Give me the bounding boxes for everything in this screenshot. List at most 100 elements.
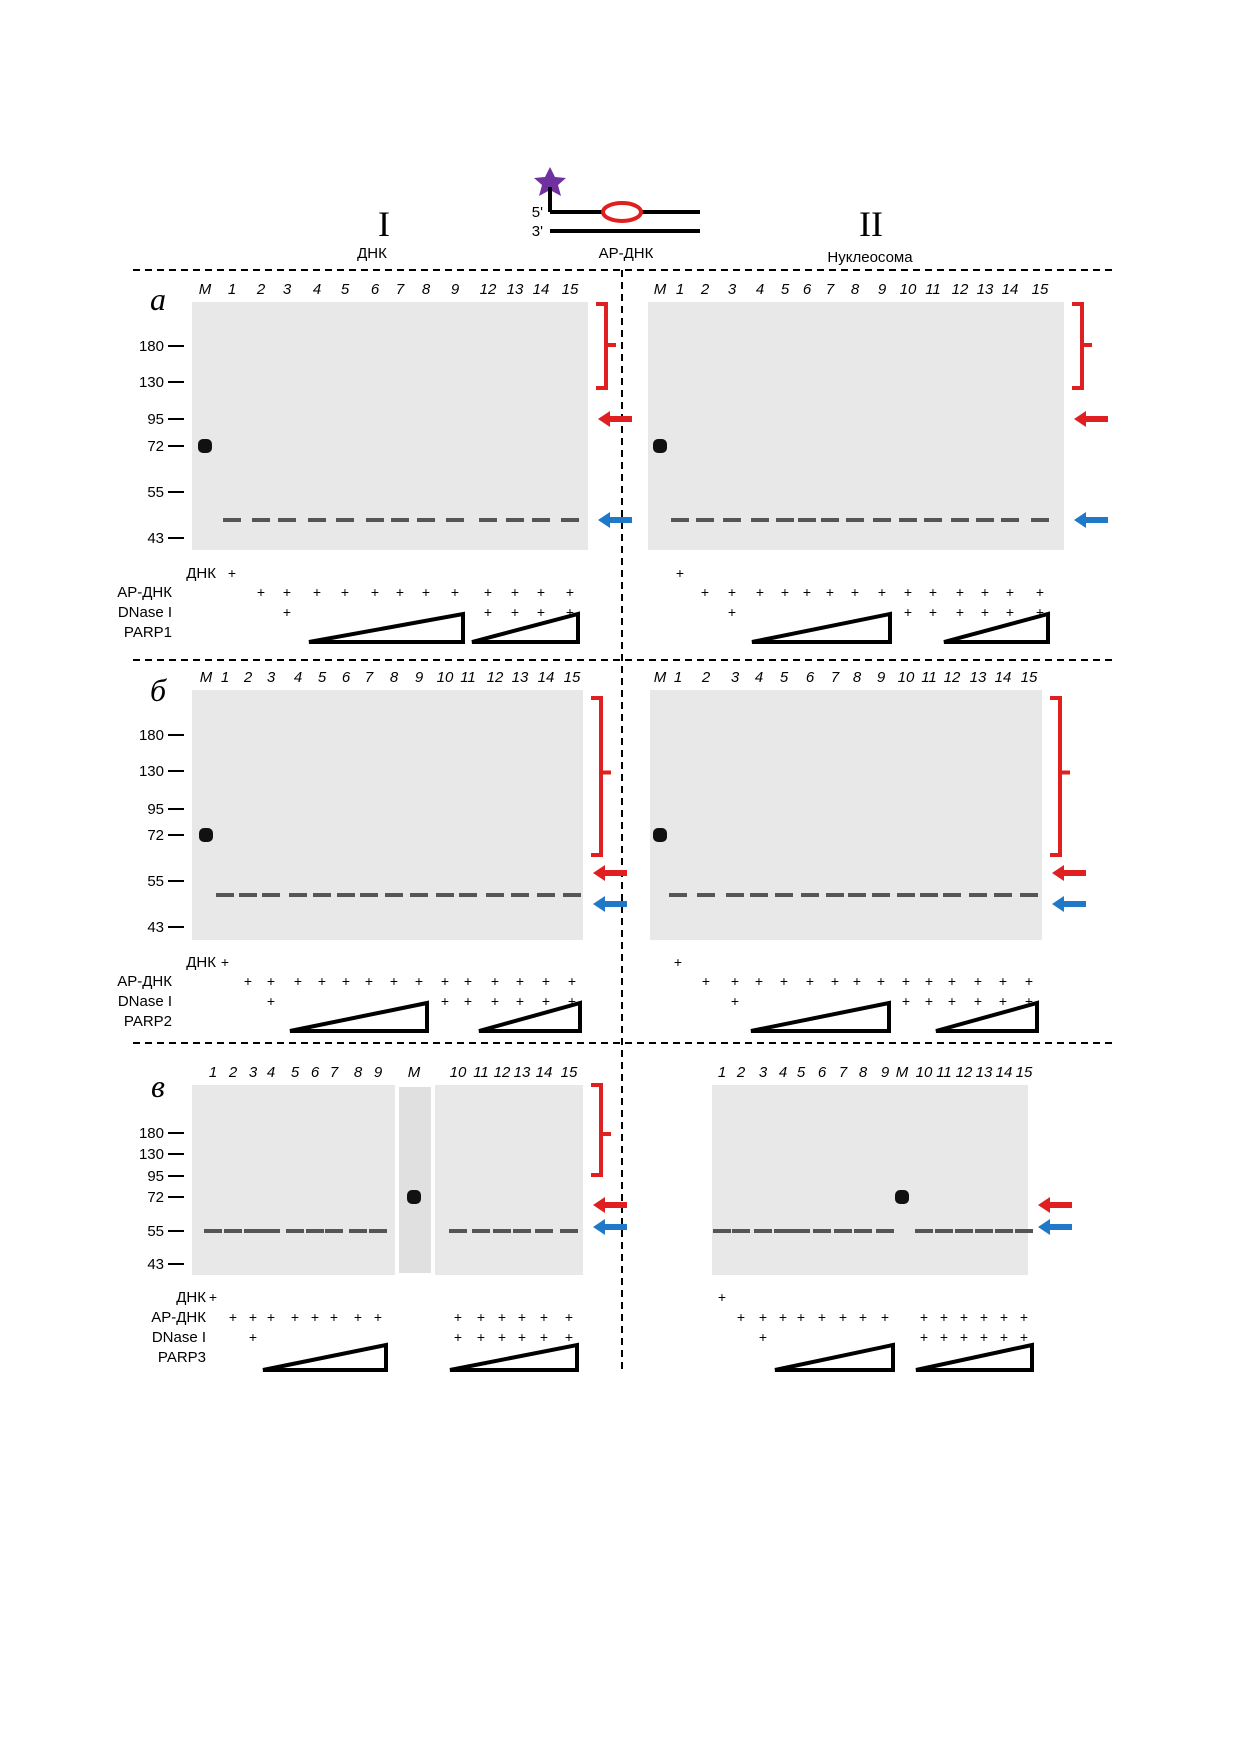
sign-ap: + xyxy=(540,1309,548,1325)
sign-dnase: + xyxy=(283,604,291,620)
substrate-band xyxy=(506,518,524,522)
substrate-band xyxy=(360,893,378,897)
mw-marker-label: 72 xyxy=(147,438,164,455)
lane-label: 9 xyxy=(374,1064,383,1081)
panel-letter: в xyxy=(151,1068,165,1104)
sign-ap: + xyxy=(929,584,937,600)
substrate-band xyxy=(1015,1229,1033,1233)
substrate-band xyxy=(935,1229,953,1233)
sign-ap: + xyxy=(313,584,321,600)
sign-ap: + xyxy=(999,973,1007,989)
sign-dnase: + xyxy=(537,604,545,620)
lane-label: 15 xyxy=(562,281,579,298)
sign-ap: + xyxy=(374,1309,382,1325)
sign-ap: + xyxy=(737,1309,745,1325)
sign-ap: + xyxy=(878,584,886,600)
substrate-band xyxy=(872,893,890,897)
sign-dnase: + xyxy=(498,1329,506,1345)
sign-dnase: + xyxy=(759,1329,767,1345)
substrate-band xyxy=(951,518,969,522)
mw-marker-label: 43 xyxy=(147,1256,164,1273)
sign-dnase: + xyxy=(249,1329,257,1345)
substrate-band xyxy=(976,518,994,522)
sign-ap: + xyxy=(484,584,492,600)
lane-label: 14 xyxy=(995,669,1012,686)
sign-ap: + xyxy=(756,584,764,600)
substrate-band xyxy=(286,1229,304,1233)
mw-marker-label: 130 xyxy=(139,1146,164,1163)
sign-ap: + xyxy=(925,973,933,989)
substrate-band xyxy=(834,1229,852,1233)
lane-label: 2 xyxy=(700,281,710,298)
sign-ap: + xyxy=(565,1309,573,1325)
substrate-band xyxy=(446,518,464,522)
lane-label: 15 xyxy=(1032,281,1049,298)
substrate-band xyxy=(697,893,715,897)
substrate-band xyxy=(216,893,234,897)
lane-label: 4 xyxy=(267,1064,275,1081)
substrate-band xyxy=(848,893,866,897)
sign-dnase: + xyxy=(464,993,472,1009)
lane-label: M xyxy=(896,1064,909,1081)
sign-ap: + xyxy=(330,1309,338,1325)
sign-dna: + xyxy=(221,954,229,970)
lane-label: 12 xyxy=(494,1064,511,1081)
substrate-band xyxy=(410,893,428,897)
sign-dna: + xyxy=(676,565,684,581)
lane-label: 12 xyxy=(480,281,497,298)
substrate-band xyxy=(750,893,768,897)
row-label: DNase I xyxy=(118,993,172,1010)
gel-image xyxy=(648,302,1064,550)
lane-label: 9 xyxy=(881,1064,890,1081)
substrate-band xyxy=(754,1229,772,1233)
substrate-band xyxy=(774,1229,792,1233)
sign-ap: + xyxy=(701,584,709,600)
lane-label: 3 xyxy=(731,669,740,686)
sign-ap: + xyxy=(422,584,430,600)
lane-label: 3 xyxy=(267,669,276,686)
substrate-band xyxy=(223,518,241,522)
lane-label: 1 xyxy=(221,669,229,686)
lane-label: 2 xyxy=(228,1064,238,1081)
lane-label: 12 xyxy=(487,669,504,686)
substrate-band xyxy=(560,1229,578,1233)
sign-ap: + xyxy=(1000,1309,1008,1325)
substrate-band xyxy=(955,1229,973,1233)
substrate-band xyxy=(726,893,744,897)
substrate-band xyxy=(262,893,280,897)
sign-ap: + xyxy=(354,1309,362,1325)
lane-label: 13 xyxy=(512,669,529,686)
parp-gradient-wedge xyxy=(915,1342,1034,1372)
lane-label: 2 xyxy=(701,669,711,686)
mw-marker-label: 95 xyxy=(147,1168,164,1185)
sign-ap: + xyxy=(920,1309,928,1325)
substrate-band xyxy=(561,518,579,522)
sign-ap: + xyxy=(1006,584,1014,600)
sign-ap: + xyxy=(498,1309,506,1325)
sign-ap: + xyxy=(904,584,912,600)
lane-label: 1 xyxy=(228,281,236,298)
lane-label: 14 xyxy=(1002,281,1019,298)
sign-dnase: + xyxy=(542,993,550,1009)
substrate-band xyxy=(262,1229,280,1233)
lane-label: 8 xyxy=(422,281,431,298)
substrate-band xyxy=(239,893,257,897)
substrate-band xyxy=(493,1229,511,1233)
sign-dna: + xyxy=(209,1289,217,1305)
sign-dna: + xyxy=(674,954,682,970)
sign-ap: + xyxy=(451,584,459,600)
substrate-band xyxy=(472,1229,490,1233)
sign-ap: + xyxy=(839,1309,847,1325)
parp-gradient-wedge xyxy=(449,1342,579,1372)
row-label: DNase I xyxy=(152,1329,206,1346)
substrate-band xyxy=(775,893,793,897)
sign-ap: + xyxy=(566,584,574,600)
substrate-band xyxy=(915,1229,933,1233)
lane-label: 5 xyxy=(797,1064,806,1081)
lane-label: 8 xyxy=(390,669,399,686)
sign-dnase: + xyxy=(956,604,964,620)
substrate-band xyxy=(798,518,816,522)
substrate-band xyxy=(369,1229,387,1233)
